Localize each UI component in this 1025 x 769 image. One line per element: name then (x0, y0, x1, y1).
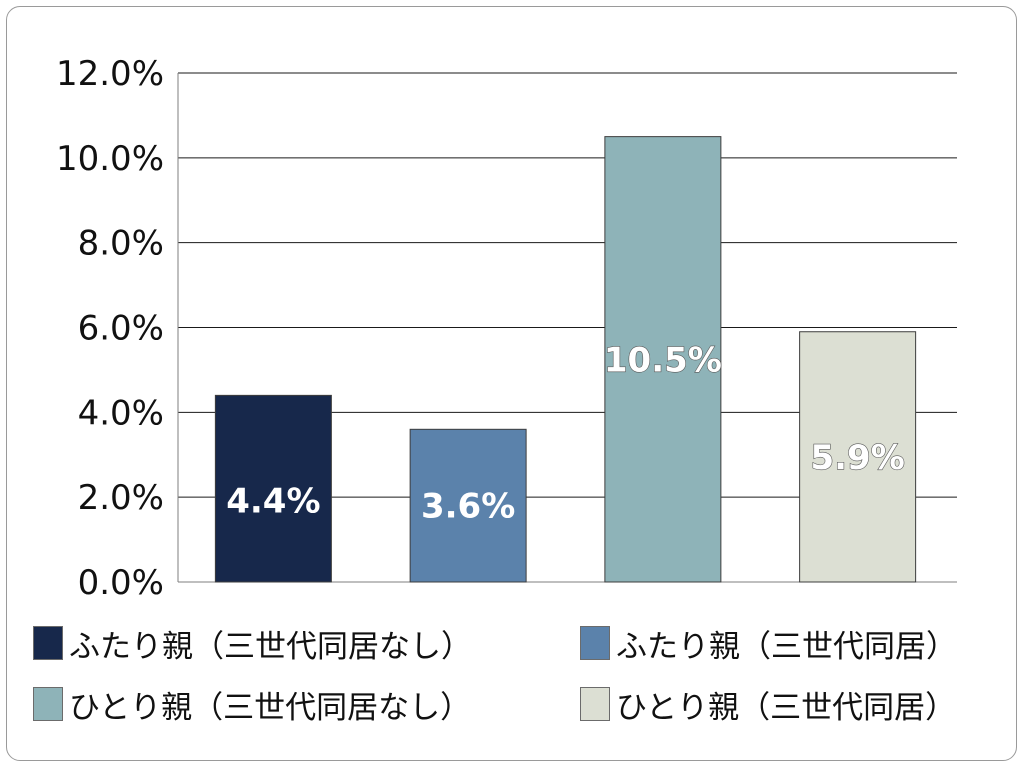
bar (604, 136, 722, 583)
y-tick-label: 10.0% (56, 139, 164, 179)
y-tick-label: 6.0% (78, 309, 164, 349)
bar (799, 331, 917, 583)
data-label: 4.4% (226, 482, 320, 522)
legend-label-1: ふたり親（三世代同居なし） (69, 628, 472, 665)
legend-swatch-2 (580, 626, 610, 660)
legend-swatch-1 (33, 626, 63, 660)
y-tick-label: 4.0% (78, 393, 164, 433)
y-tick-label: 12.0% (56, 54, 164, 94)
legend-label-3: ひとり親（三世代同居なし） (69, 689, 472, 726)
legend-item-1: ふたり親（三世代同居なし） (33, 622, 472, 665)
legend-swatch-3 (33, 687, 63, 721)
y-tick-label: 0.0% (78, 563, 164, 603)
legend-item-2: ふたり親（三世代同居） (580, 622, 957, 665)
legend-label-2: ふたり親（三世代同居） (616, 628, 957, 665)
legend-label-4: ひとり親（三世代同居） (616, 689, 957, 726)
legend-item-4: ひとり親（三世代同居） (580, 683, 957, 726)
legend-item-3: ひとり親（三世代同居なし） (33, 683, 472, 726)
data-label: 10.5% (604, 340, 722, 380)
legend-swatch-4 (580, 687, 610, 721)
y-tick-label: 2.0% (78, 478, 164, 518)
y-tick-label: 8.0% (78, 224, 164, 264)
bar (214, 394, 332, 583)
data-label: 5.9% (810, 438, 904, 478)
data-label: 3.6% (421, 487, 515, 527)
bar (409, 428, 527, 583)
